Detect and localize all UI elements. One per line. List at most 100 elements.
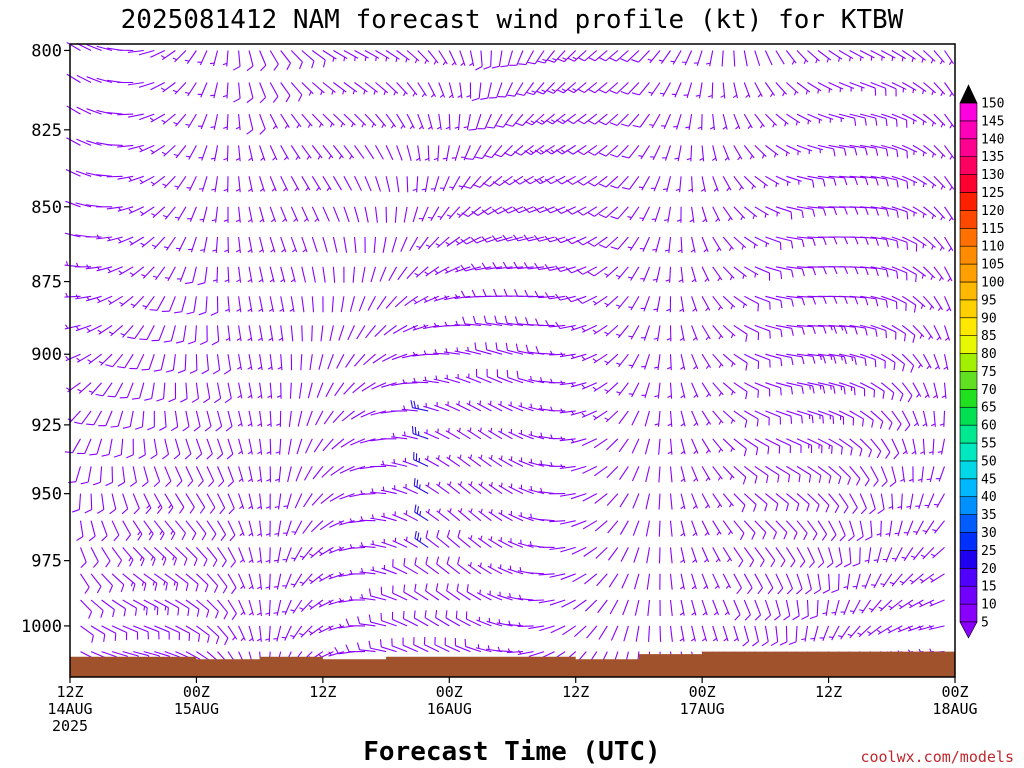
wind-barb — [663, 176, 672, 192]
wind-barb — [133, 625, 149, 640]
wind-barb — [436, 481, 450, 495]
wind-barb — [423, 295, 440, 304]
wind-barb — [153, 520, 165, 541]
wind-barb — [722, 382, 736, 396]
wind-barb — [754, 493, 768, 512]
wind-barb — [597, 599, 608, 614]
wind-barb — [849, 50, 864, 61]
wind-barb — [144, 382, 155, 401]
wind-barb — [318, 625, 334, 634]
wind-barb — [873, 547, 882, 564]
wind-barb — [796, 206, 816, 217]
wind-barb — [281, 599, 292, 615]
wind-barb — [831, 573, 840, 594]
wind-barb — [414, 530, 429, 548]
wind-barb — [197, 113, 208, 130]
wind-barb — [610, 175, 629, 189]
wind-barb — [733, 625, 740, 642]
wind-barb — [807, 520, 818, 541]
wind-barb — [322, 206, 330, 222]
wind-barb — [374, 206, 378, 223]
wind-barb — [354, 113, 367, 128]
wind-barb — [796, 295, 817, 305]
wind-barb — [417, 82, 427, 98]
wind-barb — [86, 76, 102, 84]
wind-barb — [860, 175, 879, 186]
wind-barb — [894, 520, 903, 537]
wind-barb — [669, 520, 673, 537]
wind-barb — [364, 145, 375, 160]
wind-barb — [733, 493, 746, 513]
wind-barb — [526, 82, 545, 96]
wind-barb — [92, 466, 103, 486]
colorbar-swatch — [959, 424, 978, 444]
wind-barb — [683, 82, 693, 99]
wind-barb — [322, 82, 336, 95]
wind-barb — [606, 438, 619, 451]
wind-barb — [881, 236, 899, 249]
wind-barb — [227, 573, 237, 595]
wind-barb — [891, 206, 909, 220]
wind-barb — [227, 625, 238, 641]
wind-barb — [701, 573, 709, 590]
colorbar-swatch — [959, 335, 978, 354]
wind-barb — [641, 354, 651, 370]
wind-barb — [359, 567, 376, 575]
wind-barb — [646, 573, 651, 590]
wind-barb — [476, 589, 492, 601]
wind-barb — [332, 176, 342, 191]
wind-barb — [572, 573, 587, 583]
wind-barb — [859, 438, 873, 458]
wind-barb — [138, 81, 155, 88]
wind-barb — [700, 176, 706, 193]
wind-barb — [901, 547, 914, 562]
wind-barb — [508, 483, 524, 495]
wind-barb — [311, 493, 324, 506]
wind-barb — [604, 266, 619, 278]
wind-barb — [524, 289, 545, 298]
wind-barb — [765, 410, 781, 425]
wind-barb — [367, 296, 376, 311]
wind-barb — [423, 402, 439, 412]
wind-barb — [733, 266, 747, 279]
wind-barb — [227, 520, 236, 542]
wind-barb — [492, 261, 513, 270]
wind-barb — [340, 296, 345, 313]
wind-barb — [349, 296, 356, 312]
wind-barb — [691, 438, 699, 455]
wind-barb — [528, 651, 545, 658]
wind-barb — [269, 266, 275, 283]
wind-barb — [298, 382, 303, 399]
wind-barb — [238, 547, 246, 563]
wind-barb — [765, 520, 777, 540]
wind-barb — [269, 113, 278, 130]
wind-barb — [631, 82, 650, 96]
wind-barb — [528, 375, 545, 384]
wind-barb — [353, 206, 360, 223]
wind-barb — [933, 325, 942, 341]
wind-barb — [598, 113, 619, 126]
wind-barb — [352, 266, 356, 283]
wind-barb — [775, 144, 790, 157]
wind-barb — [471, 206, 492, 216]
wind-barb — [712, 266, 723, 282]
wind-barb — [583, 546, 598, 557]
wind-barb — [733, 465, 747, 485]
colorbar-tick-label: 5 — [981, 616, 989, 631]
wind-barb — [224, 382, 232, 404]
wind-barb — [604, 324, 619, 337]
wind-barb — [247, 354, 253, 371]
wind-barb — [528, 458, 545, 467]
wind-barb — [618, 410, 629, 425]
wind-barb — [555, 293, 576, 301]
wind-barb — [105, 353, 124, 368]
wind-barb — [397, 266, 408, 281]
colorbar-tick-label: 130 — [981, 168, 1004, 183]
wind-barb — [560, 573, 576, 581]
wind-barb — [107, 236, 123, 242]
wind-barb — [891, 295, 907, 311]
wind-barb — [838, 81, 855, 92]
wind-barb — [185, 82, 197, 97]
wind-barb — [469, 50, 475, 67]
